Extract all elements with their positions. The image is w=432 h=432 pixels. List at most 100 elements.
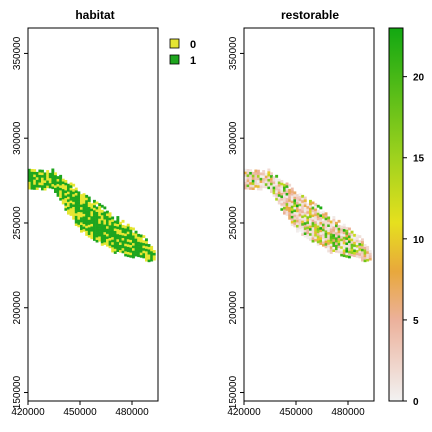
restorable-cell: [301, 217, 305, 221]
habitat-cell: [121, 247, 125, 251]
colorbar-tick-label: 20: [413, 73, 425, 84]
habitat-cell: [95, 234, 99, 238]
restorable-cell: [314, 215, 318, 219]
habitat-cell: [150, 258, 154, 262]
restorable-cell: [311, 221, 315, 225]
habitat-cell: [85, 210, 89, 213]
restorable-cell: [324, 245, 328, 249]
restorable-cell: [290, 200, 294, 204]
restorable-cell: [348, 255, 351, 259]
habitat-cell: [145, 245, 148, 249]
restorable-cell: [355, 249, 359, 253]
restorable-cell: [319, 216, 323, 220]
habitat-cell: [124, 253, 128, 257]
habitat-cell: [67, 201, 70, 205]
habitat-cell: [82, 200, 86, 204]
habitat-cell: [108, 240, 112, 244]
habitat-cell: [93, 207, 96, 211]
habitat-cell: [119, 239, 122, 243]
habitat-cell: [145, 256, 148, 259]
habitat-cell: [61, 181, 65, 185]
habitat-cell: [38, 182, 42, 186]
habitat-cell: [33, 171, 37, 175]
restorable-cell: [329, 233, 333, 237]
restorable-cell: [350, 238, 354, 242]
habitat-title: habitat: [75, 8, 114, 22]
habitat-cell: [61, 191, 65, 195]
habitat-cell: [72, 191, 76, 195]
restorable-cell: [314, 210, 318, 214]
habitat-cell: [124, 228, 128, 232]
restorable-cell: [314, 203, 318, 206]
habitat-cell: [106, 233, 109, 237]
habitat-cell: [137, 238, 141, 242]
habitat-cell: [150, 253, 154, 257]
restorable-cell: [270, 179, 273, 183]
habitat-cell: [95, 219, 99, 223]
restorable-cell: [259, 187, 263, 191]
restorable-cell: [340, 228, 344, 232]
restorable-cell: [272, 176, 276, 179]
restorable-cell: [353, 236, 357, 240]
habitat-cell: [38, 174, 42, 178]
restorable-cell: [293, 199, 297, 202]
restorable-cell: [249, 181, 253, 185]
restorable-cell: [249, 179, 253, 183]
habitat-cell: [51, 178, 55, 182]
restorable-cell: [267, 173, 271, 177]
habitat-cell: [35, 174, 39, 178]
habitat-cell: [67, 204, 70, 207]
habitat-cell: [72, 201, 76, 205]
habitat-cell: [147, 249, 151, 252]
habitat-cell: [124, 248, 128, 252]
habitat-cell: [67, 183, 70, 187]
habitat-cell: [121, 242, 125, 246]
restorable-cell: [290, 223, 294, 227]
restorable-cell: [285, 207, 289, 211]
restorable-cell: [267, 171, 271, 174]
restorable-cell: [368, 257, 372, 261]
restorable-cell: [319, 234, 323, 238]
restorable-panel: restorable 420000 450000 480000 1500002000…: [227, 8, 424, 418]
habitat-cell: [93, 210, 96, 213]
restorable-cell: [309, 220, 312, 224]
restorable-cell: [285, 202, 289, 206]
habitat-cell: [85, 227, 89, 231]
habitat-cell: [95, 224, 99, 228]
restorable-cell: [264, 182, 268, 186]
habitat-cell: [100, 230, 104, 234]
restorable-cell: [267, 178, 271, 182]
habitat-cell: [77, 204, 81, 207]
habitat-cell: [61, 199, 65, 202]
restorable-cell: [293, 196, 297, 200]
restorable-cell: [283, 183, 286, 187]
habitat-cell: [80, 206, 83, 210]
habitat-cell: [64, 192, 68, 196]
restorable-cell: [275, 177, 279, 181]
restorable-cell: [368, 252, 372, 256]
habitat-cell: [56, 188, 60, 192]
habitat-cell: [129, 229, 133, 233]
restorable-cell: [267, 176, 271, 179]
habitat-cell: [59, 190, 63, 193]
habitat-cell: [43, 180, 47, 183]
habitat-cell: [119, 221, 122, 225]
habitat-cell: [93, 222, 96, 226]
restorable-cell: [337, 232, 341, 236]
restorable-cell: [324, 235, 328, 239]
restorable-cell: [322, 233, 325, 237]
restorable-cell: [316, 204, 320, 208]
habitat-cell: [33, 181, 37, 185]
restorable-cell: [275, 182, 279, 186]
restorable-cell: [306, 205, 310, 209]
restorable-cell: [303, 219, 307, 223]
habitat-cell: [64, 195, 68, 199]
habitat-cell: [103, 214, 107, 217]
habitat-cell: [64, 187, 68, 191]
restorable-cell: [301, 202, 305, 206]
restorable-cell: [301, 233, 305, 236]
restorable-cell: [244, 173, 247, 177]
habitat-cell: [87, 196, 91, 200]
restorable-cell: [337, 250, 341, 254]
habitat-cell: [129, 244, 133, 248]
